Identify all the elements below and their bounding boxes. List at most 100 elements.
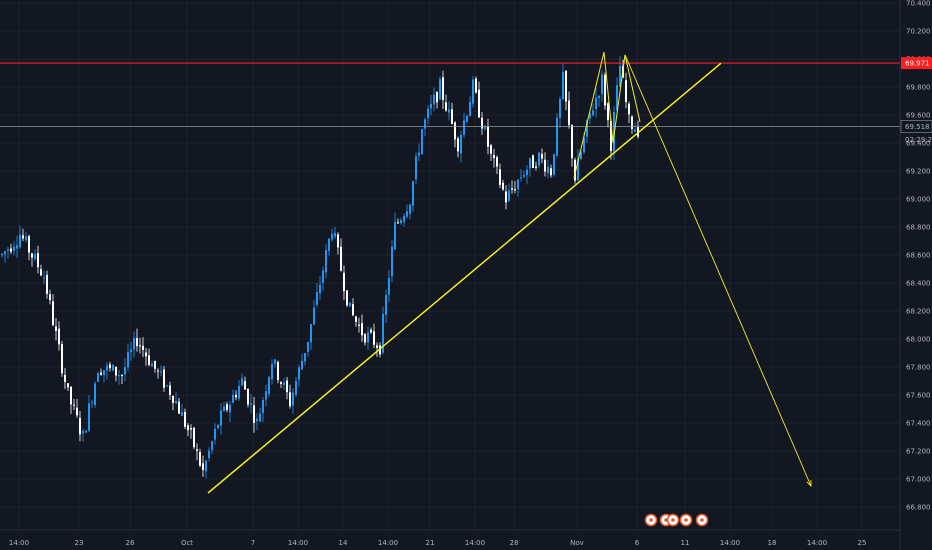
candle-body [529,158,531,169]
price-tick-label: 68.000 [906,336,931,344]
candle-body [475,78,477,93]
time-tick-label: Nov [570,539,584,547]
candle-body [229,404,231,413]
candle-body [364,334,366,343]
candle-body [91,402,93,404]
candle-body [136,338,138,347]
candle-body [526,169,528,176]
candle-body [454,122,456,140]
candle-body [373,331,375,345]
candle-body [130,349,132,353]
candle-body [82,430,84,434]
time-tick-label: 26 [126,539,135,547]
candle-body [469,102,471,117]
candle-body [328,238,330,251]
candle-body [433,94,435,105]
time-tick-label: 14:00 [720,539,740,547]
candle-body [292,392,294,406]
candle-body [583,137,585,153]
candle-body [46,274,48,294]
candle-body [244,381,246,390]
candle-body [64,374,66,382]
candle-body [589,113,591,119]
price-axis[interactable]: 70.40070.20070.00069.80069.60069.40069.2… [899,0,931,550]
candle-body [313,307,315,325]
candle-body [142,345,144,350]
candle-body [133,337,135,350]
price-tick-label: 67.600 [906,392,931,400]
price-tick-label: 67.800 [906,364,931,372]
candle-body [187,425,189,431]
candle-body [481,117,483,129]
candle-body [148,355,150,365]
candle-body [532,155,534,169]
candle-body [610,121,612,152]
candle-body [487,126,489,147]
candle-body [586,120,588,137]
candle-body [607,103,609,121]
candle-body [604,74,606,106]
event-marker-dot [684,518,688,522]
candle-body [538,152,540,166]
candle-body [124,367,126,375]
candle-body [559,98,561,118]
candle-body [115,366,117,376]
event-marker-dot [649,518,653,522]
candle-body [352,304,354,316]
candle-body [214,428,216,440]
price-tick-label: 67.000 [906,476,931,484]
projection-arrow-head [806,479,812,488]
candle-body [184,411,186,427]
candle-body [112,364,114,371]
countdown-label: 02:29:25 [905,136,932,144]
candle-body [166,385,168,387]
candle-body [451,109,453,124]
candle-body [406,211,408,217]
candle-body [103,370,105,375]
candle-body [28,236,30,253]
event-markers[interactable] [644,513,709,527]
candle-body [514,189,516,191]
grid [0,0,900,530]
candle-body [412,181,414,206]
candle-body [331,233,333,240]
candle-body [154,360,156,369]
candle-body [139,345,141,347]
candle-body [223,406,225,411]
candle-body [544,159,546,172]
candle-body [7,249,9,251]
candle-body [517,179,519,190]
candle-body [16,245,18,249]
candle-body [172,395,174,403]
candle-body [127,352,129,368]
candle-body [553,154,555,175]
candle-body [4,251,6,255]
candle-body [160,371,162,373]
time-axis[interactable]: 14:00 23 26 Oct 7 14:00 14 14:00 21 14:00 28 Nov 6 11… [0,529,900,547]
candle-body [568,100,570,126]
candle-body [199,451,201,466]
current-price-tag [900,120,932,133]
candle-body [361,323,363,336]
candle-body [367,332,369,343]
candle-body [208,450,210,459]
candle-body [343,272,345,292]
candle-body [340,246,342,271]
candle-body [196,449,198,451]
candle-body [634,129,636,132]
candle-body [22,235,24,239]
candle-body [238,385,240,399]
candle-body [94,383,96,405]
candle-body [400,219,402,224]
candle-body [511,188,513,190]
candle-body [541,153,543,159]
candle-body [235,395,237,398]
price-tick-label: 69.400 [906,140,931,148]
candle-body [178,401,180,414]
time-tick-label: 7 [251,539,255,547]
uptrend-line [207,62,722,494]
candle-body [193,427,195,448]
candle-body [472,79,474,104]
current-price-tag-text: 69.518 [905,123,930,131]
